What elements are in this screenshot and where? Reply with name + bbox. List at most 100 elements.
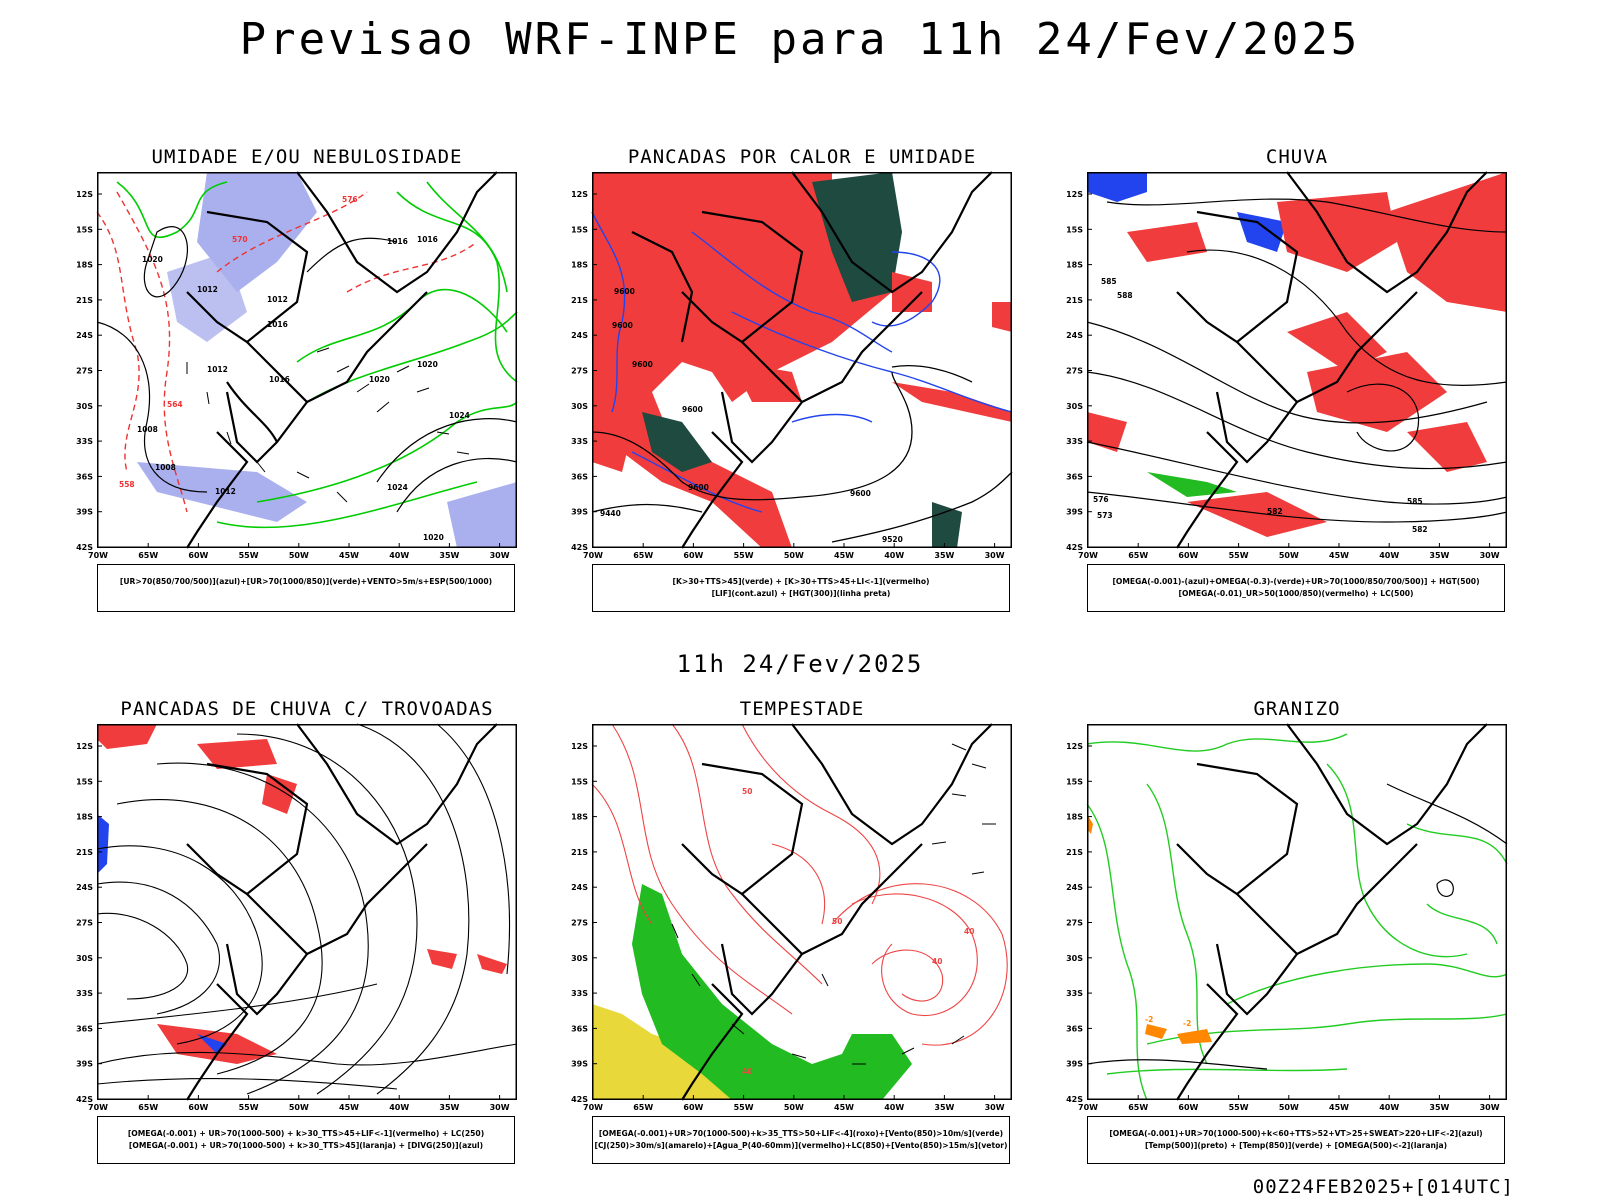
- lon-tick-label: 50W: [1279, 551, 1299, 560]
- coastline: [681, 431, 744, 549]
- lat-tick-label: 27S: [1066, 367, 1083, 376]
- contour-label: 558: [119, 480, 135, 489]
- isobar: [96, 321, 208, 493]
- instability-fill: [932, 502, 962, 548]
- streamline: [436, 723, 510, 975]
- streamline: [156, 762, 369, 1095]
- lon-tick-label: 65W: [1128, 1103, 1148, 1112]
- lat-tick-label: 36S: [571, 1024, 588, 1033]
- lat-tick-label: 18S: [76, 261, 93, 270]
- main-title: Previsao WRF-INPE para 11h 24/Fev/2025: [239, 14, 1361, 65]
- isobar: [376, 418, 518, 483]
- coastline: [1286, 723, 1488, 846]
- rain-fill: [1237, 212, 1287, 252]
- lat-tick-label: 30S: [571, 402, 588, 411]
- country-border: [1215, 341, 1299, 464]
- height-contour: [1186, 249, 1508, 387]
- rain-fill: [1287, 312, 1387, 372]
- contour-label: 1012: [215, 487, 236, 496]
- lat-tick-label: 42S: [571, 1095, 588, 1104]
- wind-vector: [951, 793, 967, 797]
- contour-label: 1024: [449, 411, 470, 420]
- contour-line: [591, 783, 653, 925]
- wind-arrow: [356, 383, 370, 393]
- streamline: [96, 845, 263, 1045]
- lon-tick-label: 40W: [1379, 551, 1399, 560]
- contour-line: [831, 883, 1008, 1046]
- contour-line: [296, 288, 508, 363]
- lon-tick-label: 50W: [784, 551, 804, 560]
- coastline: [186, 983, 249, 1101]
- rain-fill: [1277, 192, 1397, 272]
- temp-contour: [1106, 1068, 1348, 1075]
- legend-line: [K>30+TTS>45](verde) + [K>30+TTS>45+LI<-…: [672, 577, 930, 586]
- contour-label: 1020: [369, 375, 390, 384]
- storm-fill: [477, 954, 507, 974]
- contour-line: [216, 191, 368, 273]
- streamline: [96, 1078, 398, 1090]
- contour-label: 9600: [614, 287, 635, 296]
- contour-label: 50: [832, 917, 842, 926]
- panel-umidade: UMIDADE E/OU NEBULOSIDADE: [76, 146, 518, 646]
- coastline: [1296, 291, 1418, 403]
- panel-trovoadas: PANCADAS DE CHUVA C/ TROVOADAS: [76, 698, 518, 1198]
- rain-fill: [1307, 352, 1447, 432]
- contour-label: 40: [742, 1067, 752, 1076]
- legend: [OMEGA(-0.001)+UR>70(1000-500)+k>35_TTS>…: [592, 1116, 1010, 1164]
- lat-tick-label: 18S: [571, 813, 588, 822]
- country-border: [1215, 893, 1299, 1016]
- lat-tick-label: 21S: [76, 848, 93, 857]
- contour-label: 1020: [417, 360, 438, 369]
- contour-line: [771, 843, 826, 925]
- lon-tick-label: 30W: [985, 551, 1005, 560]
- contour-line: [396, 191, 518, 383]
- height-contour: [591, 503, 703, 513]
- wind-vector: [951, 743, 967, 751]
- coastline: [186, 431, 249, 549]
- wind-vector: [691, 973, 701, 987]
- lon-tick-label: 70W: [583, 1103, 603, 1112]
- humidity-fill: [167, 252, 247, 342]
- isobar: [306, 237, 398, 273]
- contour-line: [256, 401, 518, 503]
- wind-vector: [901, 1047, 915, 1055]
- lat-tick-label: 12S: [76, 742, 93, 751]
- lat-tick-label: 12S: [76, 190, 93, 199]
- map-chuva: 585 588 576 573 582 585 582 12S 15S 18S 21S…: [1066, 171, 1508, 560]
- contour-label: 570: [232, 235, 248, 244]
- country-border: [1176, 210, 1299, 344]
- contour-label: 1020: [142, 255, 163, 264]
- contour-line: [871, 949, 944, 1002]
- lon-tick-label: 60W: [1178, 1103, 1198, 1112]
- coastline: [801, 291, 923, 403]
- streamline: [96, 1043, 518, 1066]
- temp-contour: [1146, 1013, 1508, 1045]
- lat-tick-label: 18S: [1066, 261, 1083, 270]
- contour-label: 564: [167, 400, 183, 409]
- lon-tick-label: 70W: [1078, 1103, 1098, 1112]
- lat-tick-label: 15S: [571, 777, 588, 786]
- panel-title: PANCADAS POR CALOR E UMIDADE: [627, 146, 977, 168]
- lon-axis: 70W 65W 60W 55W 50W 45W 40W 35W 30W: [88, 1095, 510, 1112]
- lat-tick-label: 12S: [571, 190, 588, 199]
- lat-tick-label: 39S: [1066, 1060, 1083, 1069]
- country-border: [1176, 762, 1299, 896]
- lat-tick-label: 18S: [571, 261, 588, 270]
- contour-label: 9600: [688, 483, 709, 492]
- contour-line: [591, 211, 626, 413]
- lat-tick-label: 24S: [76, 883, 93, 892]
- height-contour: [1086, 371, 1508, 470]
- coastline: [1176, 431, 1239, 549]
- legend-line: [UR>70(850/700/500)](azul)+[UR>70(1000/8…: [119, 577, 493, 586]
- lon-tick-label: 30W: [1480, 551, 1500, 560]
- legend: [OMEGA(-0.001)-(azul)+OMEGA(-0.3)-(verde…: [1087, 564, 1505, 612]
- contour-label: 1016: [417, 235, 438, 244]
- coastline: [1176, 983, 1239, 1101]
- rain-fill: [1147, 472, 1237, 497]
- legend-line: [LIF](cont.azul) + [HGT(300)](linha pret…: [711, 589, 891, 598]
- height-contour: [1346, 383, 1420, 452]
- contour-line: [851, 893, 978, 1016]
- lon-axis: 70W 65W 60W 55W 50W 45W 40W 35W 30W: [583, 1095, 1005, 1112]
- contour-label: 1008: [155, 463, 176, 472]
- wind-arrow: [316, 347, 330, 353]
